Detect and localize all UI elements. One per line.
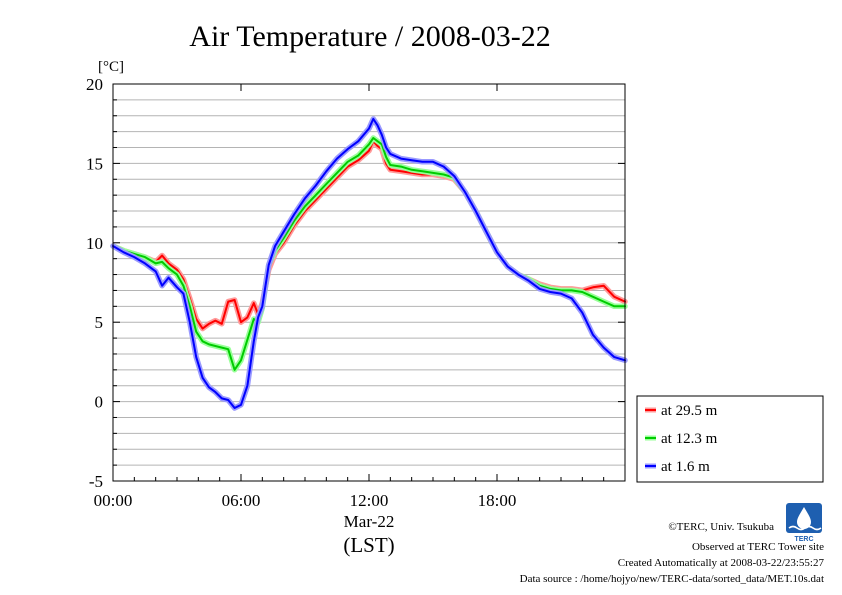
x-tick-label: 06:00 xyxy=(222,491,261,510)
copyright-text: ©TERC, Univ. Tsukuba xyxy=(668,521,774,533)
y-tick-label: 0 xyxy=(95,393,104,412)
water-drop-icon xyxy=(797,507,811,529)
y-tick-label: 20 xyxy=(86,75,103,94)
x-date-label: Mar-22 xyxy=(344,512,395,531)
x-tick-label: 12:00 xyxy=(350,491,389,510)
y-tick-label: 5 xyxy=(95,313,104,332)
legend-label: at 12.3 m xyxy=(661,431,718,447)
legend: at 29.5 m at 12.3 m at 1.6 m xyxy=(636,395,824,483)
x-tick-label: 18:00 xyxy=(478,491,517,510)
legend-items: at 29.5 m at 12.3 m at 1.6 m xyxy=(645,403,718,475)
y-unit-label: [°C] xyxy=(98,59,124,75)
logo-text: TERC xyxy=(794,536,813,543)
wave-icon xyxy=(788,525,822,531)
legend-label: at 1.6 m xyxy=(661,459,710,475)
x-axis-label: (LST) xyxy=(343,533,394,557)
legend-label: at 29.5 m xyxy=(661,403,718,419)
series-line-2 xyxy=(112,117,626,409)
source-text: Data source : /home/hojyo/new/TERC-data/… xyxy=(520,573,824,585)
axes-layer: 20 15 10 5 0 -500:00 06:00 12:00 18:00 xyxy=(86,75,625,510)
y-tick-label: -5 xyxy=(89,472,103,491)
y-tick-label: 10 xyxy=(86,234,103,253)
chart-title: Air Temperature / 2008-03-22 xyxy=(189,20,550,53)
y-tick-label: 15 xyxy=(86,154,103,173)
site-text: Observed at TERC Tower site xyxy=(692,541,824,553)
legend-box xyxy=(636,395,824,483)
terc-logo: TERC xyxy=(786,503,822,543)
created-text: Created Automatically at 2008-03-22/23:5… xyxy=(618,557,825,569)
series-layer xyxy=(110,116,628,411)
x-tick-label: 00:00 xyxy=(94,491,133,510)
